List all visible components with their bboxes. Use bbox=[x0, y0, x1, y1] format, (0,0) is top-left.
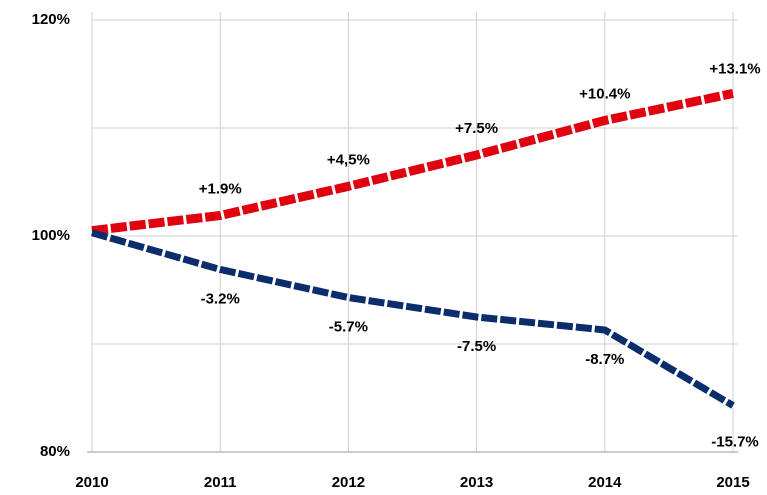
point-label: -3.2% bbox=[201, 290, 240, 307]
point-label: -5.7% bbox=[329, 319, 368, 336]
point-label: -8.7% bbox=[585, 351, 624, 368]
x-tick-label: 2011 bbox=[204, 474, 237, 491]
point-label: +13.1% bbox=[709, 60, 760, 77]
x-tick-label: 2012 bbox=[332, 474, 365, 491]
y-tick-label: 80% bbox=[40, 443, 70, 460]
series-line bbox=[91, 229, 735, 409]
point-label: +4,5% bbox=[327, 151, 370, 168]
x-tick-label: 2013 bbox=[460, 474, 493, 491]
point-label: +7.5% bbox=[455, 120, 498, 137]
x-tick-label: 2014 bbox=[588, 474, 622, 491]
point-label: +10.4% bbox=[579, 85, 630, 102]
point-label: -7.5% bbox=[457, 338, 496, 355]
point-label: -15.7% bbox=[711, 434, 759, 451]
x-tick-label: 2015 bbox=[716, 474, 749, 491]
series-line bbox=[91, 89, 734, 236]
y-tick-label: 100% bbox=[32, 227, 70, 244]
x-tick-label: 2010 bbox=[75, 474, 108, 491]
point-label: +1.9% bbox=[199, 180, 242, 197]
y-tick-label: 120% bbox=[32, 11, 70, 28]
